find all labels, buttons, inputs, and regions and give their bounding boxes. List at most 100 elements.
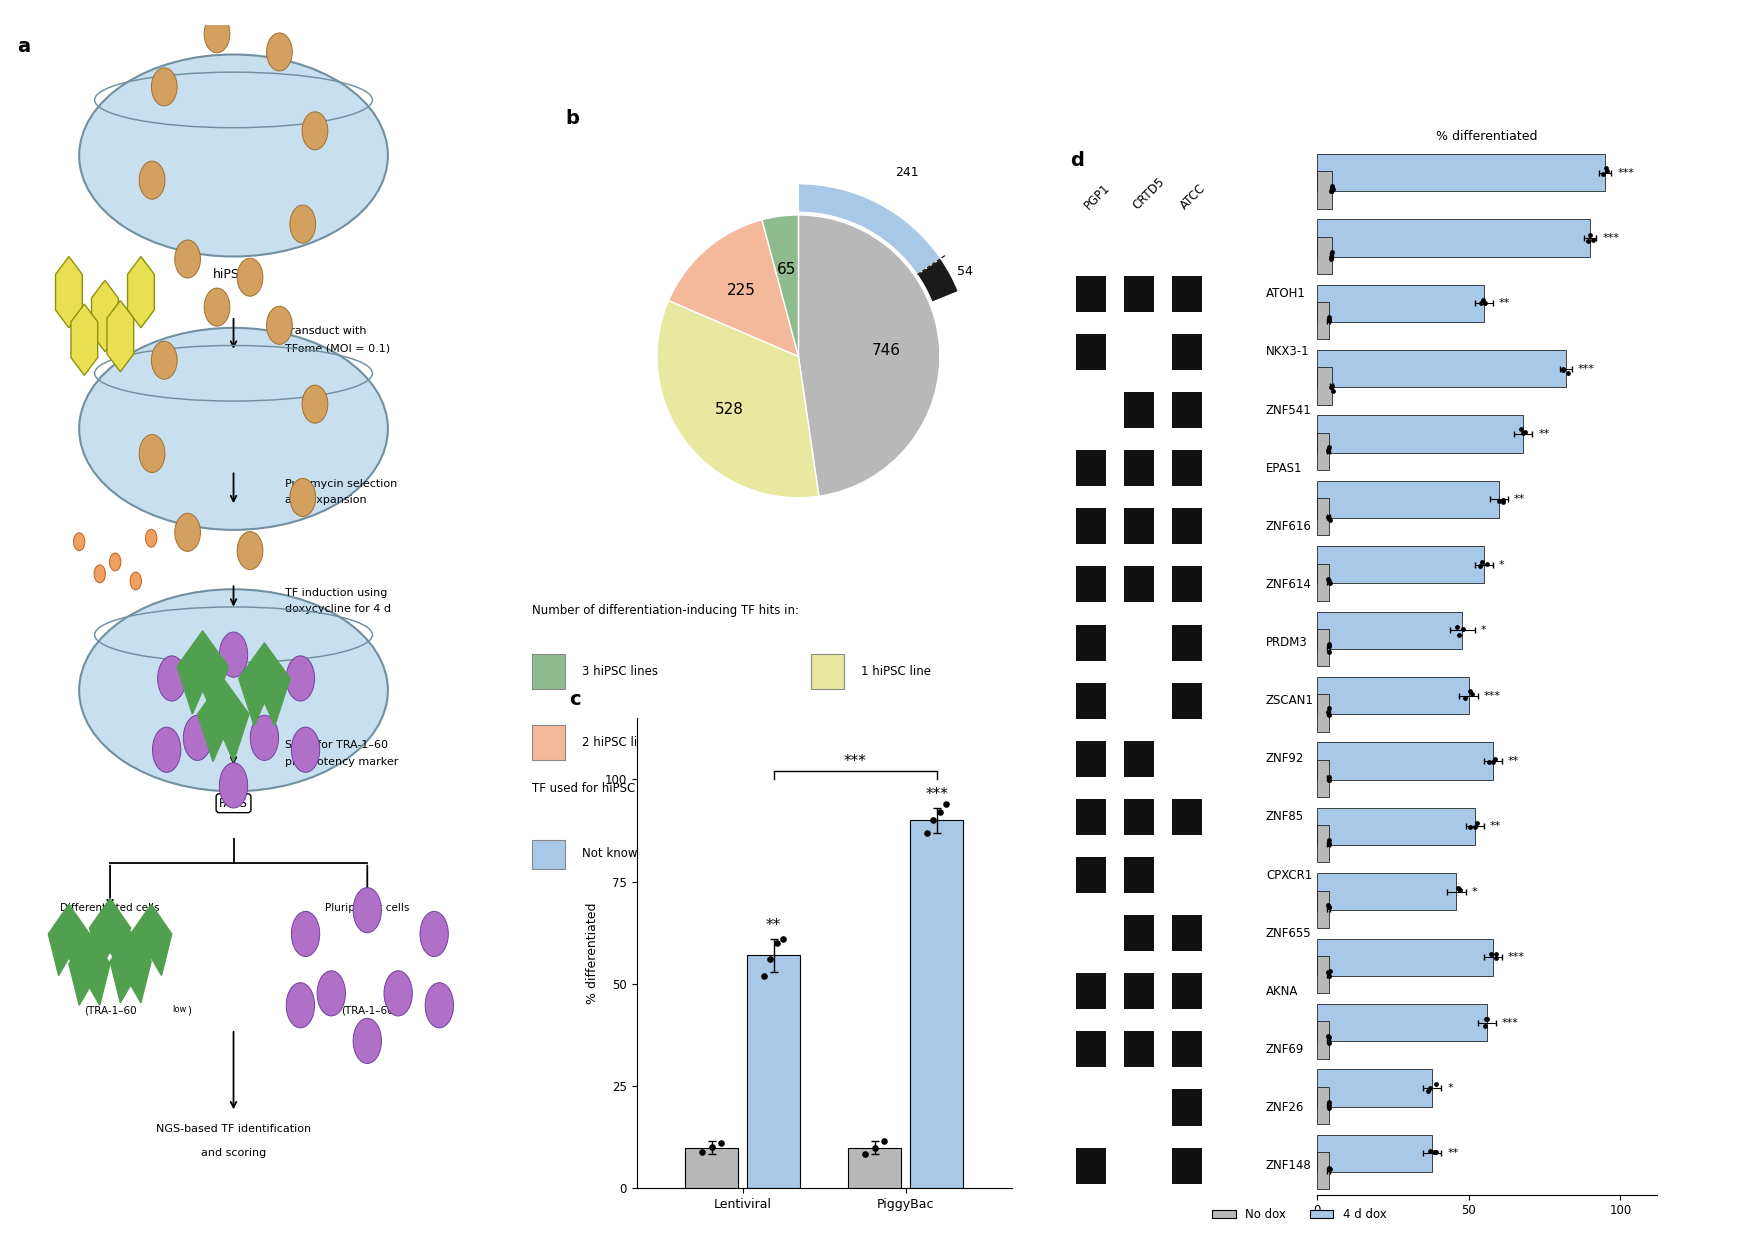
Text: ATOH1: ATOH1: [1266, 287, 1306, 301]
Point: [1318, 178, 1346, 198]
Polygon shape: [176, 631, 228, 714]
Point: [1444, 617, 1472, 636]
Bar: [1172, 1031, 1202, 1067]
Point: [1315, 898, 1343, 917]
Ellipse shape: [267, 33, 293, 71]
Bar: [532, 839, 565, 869]
Bar: [1172, 915, 1202, 951]
Point: [1577, 225, 1604, 245]
Point: [1315, 441, 1343, 461]
Point: [1315, 1159, 1343, 1179]
Point: [1315, 834, 1343, 854]
Bar: [1317, 1153, 1329, 1190]
Ellipse shape: [426, 983, 453, 1028]
Ellipse shape: [110, 553, 120, 571]
Bar: [1317, 480, 1498, 517]
Point: [860, 1138, 888, 1158]
Point: [1318, 176, 1346, 196]
Bar: [1172, 1148, 1202, 1184]
Ellipse shape: [140, 435, 166, 473]
Bar: [1172, 624, 1202, 661]
Text: hiPSCs: hiPSCs: [213, 269, 255, 281]
Polygon shape: [197, 678, 249, 761]
Text: ZNF614: ZNF614: [1266, 578, 1311, 591]
Text: doxycycline for 4 d: doxycycline for 4 d: [284, 604, 391, 614]
Bar: [1317, 1021, 1329, 1058]
Point: [1315, 770, 1343, 790]
Text: 2 hiPSC lines: 2 hiPSC lines: [582, 735, 657, 749]
Ellipse shape: [384, 971, 412, 1016]
Ellipse shape: [78, 328, 387, 530]
Text: (TRA-1–60: (TRA-1–60: [342, 1005, 394, 1015]
Text: PRDM3: PRDM3: [1266, 636, 1308, 649]
Text: **: **: [1509, 756, 1519, 766]
Point: [851, 1144, 879, 1164]
Point: [1317, 378, 1345, 397]
Text: and expansion: and expansion: [284, 495, 366, 505]
Point: [1444, 879, 1472, 899]
Bar: [1172, 1089, 1202, 1125]
Ellipse shape: [352, 1019, 382, 1063]
Point: [1468, 290, 1496, 310]
Point: [912, 823, 940, 843]
Ellipse shape: [157, 656, 187, 701]
Bar: [1125, 451, 1155, 487]
Point: [1456, 681, 1484, 701]
Bar: [1317, 1135, 1432, 1172]
Point: [1477, 945, 1505, 964]
Bar: [1076, 682, 1106, 719]
Bar: [1172, 567, 1202, 603]
Point: [1315, 437, 1343, 457]
Ellipse shape: [249, 716, 279, 760]
Wedge shape: [762, 215, 799, 357]
Text: d: d: [1069, 151, 1083, 171]
Bar: [1172, 799, 1202, 834]
Point: [708, 1134, 736, 1154]
Bar: [1317, 433, 1329, 470]
Point: [1315, 509, 1343, 529]
Point: [1467, 293, 1495, 313]
Text: ZNF616: ZNF616: [1266, 520, 1311, 532]
Ellipse shape: [352, 888, 382, 932]
Point: [1315, 573, 1343, 593]
Ellipse shape: [152, 727, 181, 773]
Text: CRTD5: CRTD5: [1130, 176, 1167, 213]
Bar: [1317, 416, 1523, 453]
Point: [1463, 812, 1491, 832]
Point: [933, 794, 961, 813]
Wedge shape: [917, 259, 957, 302]
Point: [1468, 552, 1496, 572]
Text: TF induction using: TF induction using: [284, 588, 387, 598]
Point: [1315, 1160, 1343, 1180]
Text: ***: ***: [844, 754, 867, 769]
Bar: [1317, 546, 1484, 583]
Text: **: **: [766, 917, 781, 932]
Point: [1315, 1159, 1343, 1179]
Point: [1592, 161, 1620, 181]
Bar: [1317, 890, 1329, 927]
Bar: [1076, 624, 1106, 661]
Ellipse shape: [204, 288, 230, 326]
Text: ***: ***: [1603, 233, 1618, 243]
Bar: [1076, 567, 1106, 603]
Text: low: low: [171, 1005, 187, 1014]
Legend: No dox, 4 d dox: No dox, 4 d dox: [1207, 1203, 1392, 1226]
Text: ***: ***: [1617, 167, 1634, 177]
Point: [1315, 896, 1343, 916]
Ellipse shape: [78, 54, 387, 256]
Text: ): ): [187, 1005, 192, 1015]
Point: [1578, 230, 1606, 250]
Bar: [1317, 368, 1332, 405]
Text: NKX3-1: NKX3-1: [1266, 345, 1310, 359]
Point: [1315, 643, 1343, 662]
Point: [1315, 636, 1343, 656]
Point: [1414, 1081, 1442, 1101]
Bar: [1317, 236, 1332, 274]
Text: ZNF148: ZNF148: [1266, 1159, 1311, 1172]
Text: *: *: [1472, 886, 1477, 896]
Bar: [1076, 276, 1106, 312]
Bar: [1076, 334, 1106, 370]
Bar: [1317, 938, 1493, 976]
Bar: [811, 654, 844, 688]
Wedge shape: [799, 215, 940, 496]
